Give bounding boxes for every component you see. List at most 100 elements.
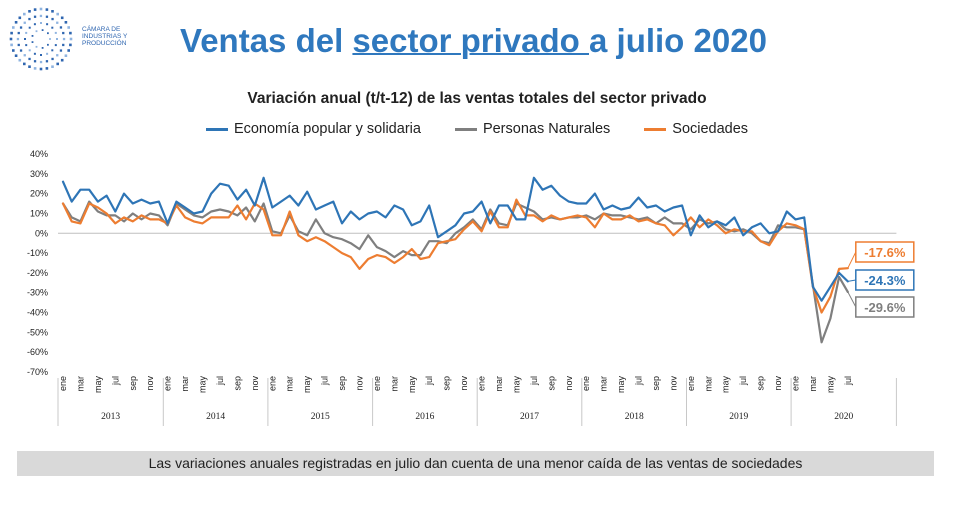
x-tick-label: nov [668,376,678,391]
logo-dot [51,65,54,68]
logo-dot [49,38,51,40]
x-tick-label: may [616,376,626,394]
x-tick-label: jul [738,376,748,386]
end-value-label: -29.6% [864,300,906,315]
logo-dot [60,58,64,62]
logo-dot [17,43,20,47]
logo-dot [28,10,31,13]
legend-item-personas: Personas Naturales [454,121,611,137]
logo-dot [51,17,54,21]
x-tick-label: mar [75,376,85,392]
legend-swatch-epys [205,127,228,131]
logo-dot [41,29,44,31]
year-label: 2015 [311,412,330,422]
x-tick-label: mar [808,376,818,392]
logo-dot [19,49,23,52]
x-tick-label: jul [320,376,330,386]
x-tick-label: may [198,376,208,394]
y-tick-label: -50% [27,327,48,337]
logo-dot [23,62,26,66]
logo-dot [33,52,36,55]
logo-dot [51,57,54,61]
x-tick-label: jul [529,376,539,386]
logo-dot [67,26,70,29]
logo-dot [33,23,36,26]
logo-dot [23,21,26,24]
y-tick-label: 0% [35,228,48,238]
end-label-leader [847,279,856,282]
x-tick-label: ene [477,376,487,391]
logo-dot [56,54,59,57]
logo-dot [51,26,54,29]
logo-line: PRODUCCIÓN [82,40,127,47]
logo-dot [12,26,15,29]
logo-dot [23,12,26,16]
logo-dot [14,21,18,24]
logo-dot [10,43,13,47]
title-part2-underlined: sector privado [352,22,589,59]
legend-label-personas: Personas Naturales [482,121,611,137]
logo-dot [47,32,49,35]
logo-dot [64,54,68,57]
end-value-label: -17.6% [864,245,906,260]
logo-dot [18,16,22,20]
x-tick-label: jul [110,376,120,386]
logo-dot [45,67,49,70]
year-label: 2013 [101,412,120,422]
y-tick-label: -30% [27,288,48,298]
x-tick-label: may [825,376,835,394]
logo-dot [28,57,31,61]
logo-line: INDUSTRIAS Y [82,33,128,40]
logo-dot [69,43,72,47]
logo-dot [35,30,38,33]
logo-dot [33,15,37,18]
x-tick-label: may [511,376,521,394]
legend-item-sociedades: Sociedades [644,121,748,137]
x-tick-label: mar [285,376,295,392]
x-tick-label: sep [128,376,138,391]
logo-dot [39,67,43,71]
logo-dot [39,60,43,64]
legend-swatch-personas [454,127,477,131]
logo-dot [62,31,65,35]
legend-label-epys: Economía popular y solidaria [233,121,421,137]
year-label: 2020 [834,412,853,422]
logo-dot [69,31,72,35]
x-tick-label: jul [634,376,644,386]
logo-dot [56,12,59,16]
logo-dot [33,8,37,11]
x-tick-label: mar [599,376,609,392]
x-tick-label: sep [651,376,661,391]
logo-dot [12,49,15,52]
y-tick-label: -20% [27,268,48,278]
x-tick-label: mar [494,376,504,392]
y-tick-label: 20% [30,189,48,199]
logo-dot [54,44,57,47]
logo-dot [31,35,34,37]
x-tick-label: nov [355,376,365,391]
y-tick-label: 40% [30,149,48,159]
x-tick-label: mar [703,376,713,392]
logo-dot [69,37,73,41]
logo-dot [51,10,54,13]
logo-dot [28,65,31,68]
year-label: 2019 [729,412,748,422]
logo-dot [41,47,44,49]
logo-dot [60,16,64,20]
x-tick-label: nov [459,376,469,391]
logo-dot [25,31,28,34]
x-tick-label: ene [372,376,382,391]
logo-dot [45,15,49,18]
x-tick-label: jul [843,376,853,386]
footer-note: Las variaciones anuales registradas en j… [17,451,934,476]
logo-dot [56,62,59,66]
year-label: 2017 [520,412,539,422]
y-tick-label: -10% [27,248,48,258]
logo-dot [19,26,23,29]
y-tick-label: -60% [27,347,48,357]
year-label: 2016 [415,412,434,422]
x-tick-label: ene [58,376,68,391]
x-tick-label: jul [215,376,225,386]
logo-dot [47,43,49,46]
logo-dot [28,26,31,29]
